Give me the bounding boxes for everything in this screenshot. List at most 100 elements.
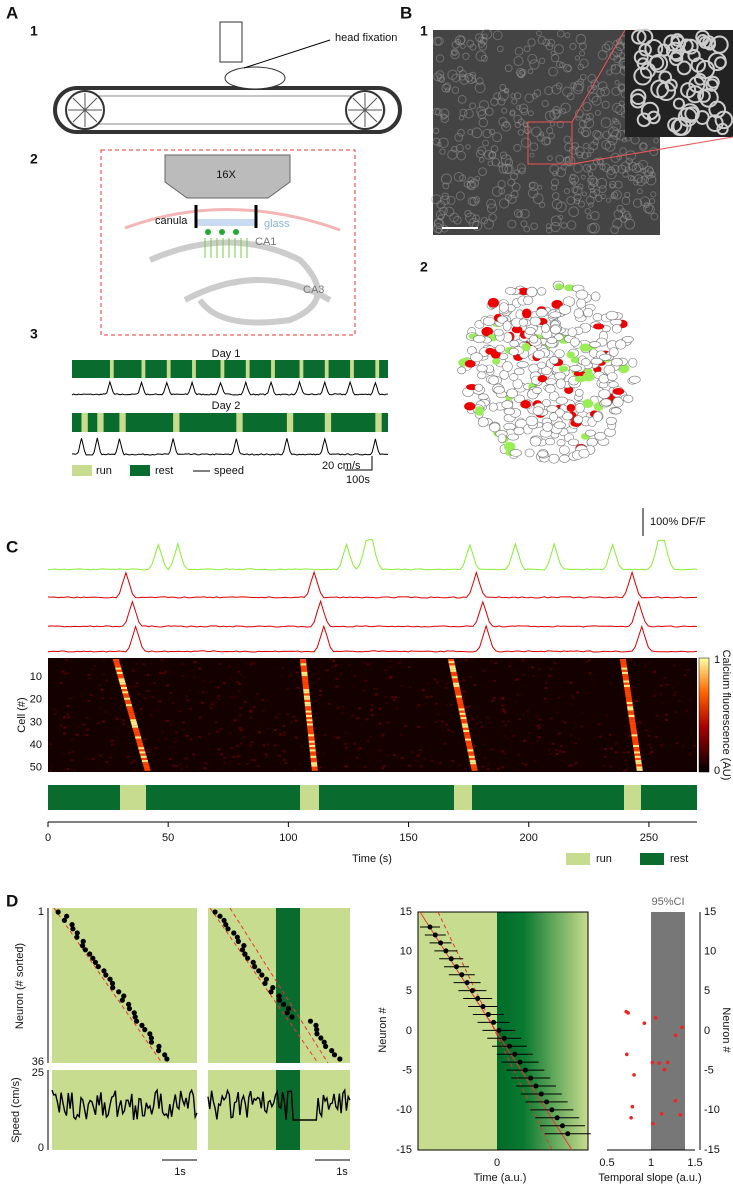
heat-noise: [108, 756, 112, 759]
heat-noise: [286, 687, 290, 690]
micro-cell: [602, 130, 611, 140]
dot: [126, 1001, 132, 1008]
dot: [225, 926, 231, 932]
heat-cell: [121, 689, 128, 692]
heat-cell: [623, 682, 630, 685]
heat-noise: [217, 769, 221, 772]
heat-noise: [551, 742, 555, 745]
heat-cell: [117, 674, 124, 677]
heat-noise: [419, 751, 423, 754]
heat-noise: [318, 689, 322, 692]
heat-noise: [570, 721, 574, 724]
heat-cell: [113, 659, 119, 662]
roi: [599, 353, 612, 361]
micro-cell: [582, 130, 590, 138]
heat-noise: [609, 747, 613, 750]
heat-noise: [417, 704, 421, 707]
heat-noise: [368, 661, 372, 664]
y-tick-label: 10: [704, 946, 716, 958]
roi: [585, 429, 596, 437]
x-tick-label: 50: [162, 832, 174, 844]
heat-noise: [440, 720, 444, 723]
micro-cell: [596, 87, 606, 97]
micro-cell: [451, 145, 458, 153]
micro-cell: [544, 86, 554, 96]
roi: [545, 384, 556, 394]
x-tick-label: 100: [279, 832, 297, 844]
heat-noise: [105, 679, 109, 682]
heat-cell: [140, 753, 147, 756]
heat-cell: [122, 693, 129, 696]
roi: [566, 351, 575, 359]
y-tick-label: -15: [396, 1144, 412, 1156]
heat-cell: [311, 768, 318, 771]
heat-noise: [242, 736, 246, 739]
inset-cell: [666, 41, 685, 61]
heat-noise: [295, 694, 299, 697]
heat-noise: [340, 712, 344, 715]
micro-cell: [516, 163, 527, 173]
roi: [558, 365, 569, 372]
run-bar: [350, 360, 354, 378]
heat-noise: [149, 662, 153, 665]
micro-cell: [510, 93, 516, 99]
micro-cell: [447, 69, 458, 80]
heat-noise: [61, 670, 65, 673]
micro-cell: [631, 163, 642, 174]
heat-noise: [561, 750, 565, 753]
heat-noise: [147, 747, 151, 750]
heat-noise: [260, 699, 264, 702]
heat-noise: [188, 707, 192, 710]
roi: [556, 439, 566, 447]
heat-noise: [59, 724, 63, 727]
heat-noise: [344, 765, 348, 768]
roi: [509, 373, 519, 381]
micro-cell: [575, 33, 587, 45]
heat-noise: [163, 720, 167, 723]
heat-cell: [628, 717, 635, 720]
heat-noise: [574, 761, 578, 764]
heat-noise: [341, 706, 345, 709]
micro-cell: [562, 86, 573, 97]
heat-noise: [281, 667, 285, 670]
heat-noise: [234, 718, 238, 721]
roi: [537, 450, 549, 458]
heat-noise: [308, 757, 312, 760]
heat-noise: [204, 691, 208, 694]
heat-noise: [569, 681, 573, 684]
micro-cell: [541, 99, 549, 108]
heat-noise: [434, 720, 438, 723]
heat-noise: [605, 714, 609, 717]
heat-noise: [647, 743, 651, 746]
heat-noise: [190, 669, 194, 672]
micro-cell: [551, 184, 558, 191]
heat-cell: [307, 729, 314, 733]
scale-label: 1s: [174, 1166, 186, 1178]
y-axis-label: Neuron #: [720, 1007, 732, 1053]
heat-noise: [208, 680, 212, 683]
micro-cell: [596, 177, 608, 189]
heat-noise: [553, 755, 557, 758]
heat-noise: [300, 719, 304, 722]
heat-noise: [450, 730, 454, 733]
heat-noise: [234, 695, 238, 698]
roi: [612, 396, 624, 408]
run-bar: [375, 413, 382, 432]
roi: [493, 328, 504, 337]
heat-noise: [549, 717, 553, 720]
heat-cell: [300, 661, 307, 664]
micro-cell: [435, 70, 445, 79]
heat-noise: [336, 707, 340, 710]
heat-noise: [262, 710, 266, 713]
heat-cell: [121, 686, 127, 690]
heat-noise: [528, 731, 532, 734]
micro-cell: [555, 154, 564, 164]
rest-band: [276, 908, 300, 1063]
heat-noise: [218, 662, 222, 665]
micro-cell: [577, 200, 585, 208]
heat-noise: [53, 713, 57, 716]
heat-cell: [308, 736, 315, 739]
heat-noise: [661, 701, 665, 704]
heat-noise: [62, 672, 66, 675]
heat-noise: [666, 683, 670, 686]
